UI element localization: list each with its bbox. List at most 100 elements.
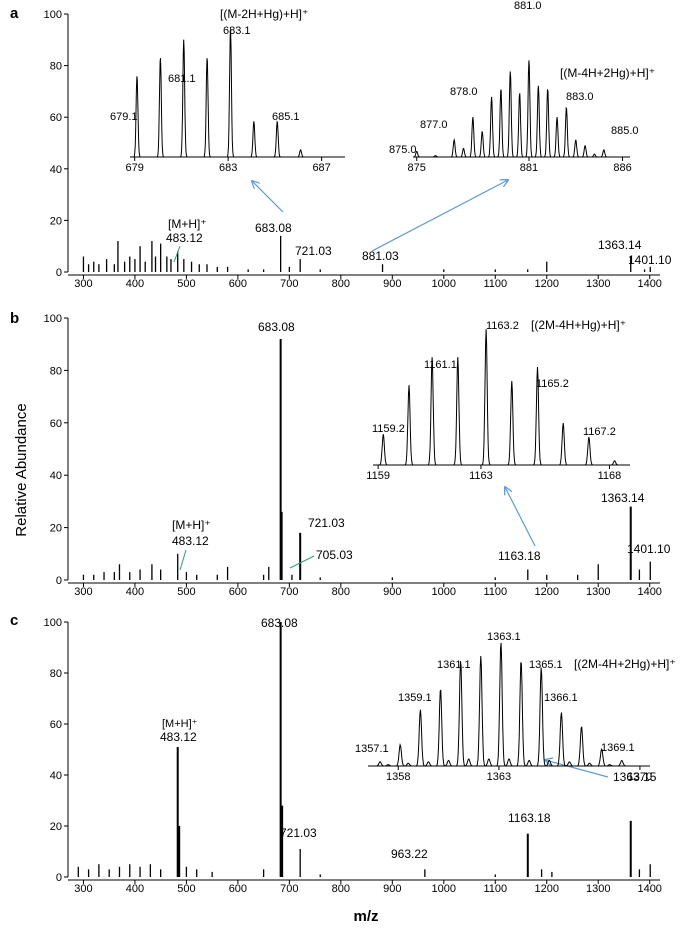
panel-b-ytick-label: 20 bbox=[50, 523, 62, 535]
inset-a2-label-883: 883.0 bbox=[566, 91, 594, 103]
inset-a1-label-679: 679.1 bbox=[110, 111, 138, 123]
panel-b: b 0 20 40 60 80 100 300 400 500 600 700 800 900 1000 1… bbox=[10, 310, 671, 598]
label-b-1163: 1163.18 bbox=[498, 549, 541, 563]
panel-a-ytick-label: 60 bbox=[50, 112, 62, 124]
inset-b-label-1163: 1163.2 bbox=[486, 320, 519, 332]
inset-a2-peaks-tick-label: 881 bbox=[520, 162, 538, 174]
inset-a2-peaks-tick-label: 886 bbox=[613, 162, 631, 174]
inset-c-peaks: 1358 1363 1370 bbox=[368, 642, 652, 783]
inset-b-label-1159: 1159.2 bbox=[372, 423, 405, 435]
panel-c-xtick-label: 1100 bbox=[483, 883, 507, 895]
panel-c-xtick-label: 300 bbox=[74, 883, 92, 895]
inset-a1-peaks-tick-label: 683 bbox=[219, 162, 237, 174]
panel-a-peaks bbox=[82, 235, 651, 272]
panel-c-inset: [(2M-4H+2Hg)+H]⁺ 1358 1363 1370 1357.1 135… bbox=[355, 631, 676, 783]
panel-c-xtick-label: 500 bbox=[177, 883, 195, 895]
panel-c-xtick-label: 700 bbox=[280, 883, 298, 895]
inset-c-label-1357: 1357.1 bbox=[355, 743, 389, 755]
panel-b-xtick-label: 500 bbox=[177, 586, 195, 598]
panel-a-xtick-label: 1100 bbox=[483, 278, 507, 290]
panel-c-xtick-label: 400 bbox=[126, 883, 144, 895]
panel-a-xtick-label: 1300 bbox=[586, 278, 610, 290]
inset-a1-label-685: 685.1 bbox=[272, 111, 300, 123]
label-c-1363: 1363.15 bbox=[613, 770, 657, 784]
label-c-721: 721.03 bbox=[280, 826, 317, 840]
panel-b-xtick-label: 1000 bbox=[432, 586, 456, 598]
panel-a-ytick-label: 20 bbox=[50, 215, 62, 227]
panel-c-xtick-label: 1300 bbox=[586, 883, 610, 895]
panel-b-xtick-label: 1100 bbox=[483, 586, 507, 598]
panel-a-annotations: [M+H]⁺ 483.12 683.08 721.03 881.03 1363.… bbox=[166, 180, 672, 267]
panel-a-inset-2: [(M-4H+2Hg)+H]⁺ 875 881 886 875.0 877.0 87… bbox=[389, 0, 655, 174]
panel-b-xtick-label: 400 bbox=[126, 586, 144, 598]
panel-b-ytick-label: 60 bbox=[50, 418, 62, 430]
label-b-721: 721.03 bbox=[308, 516, 345, 530]
panel-b-ytick-label: 40 bbox=[50, 470, 62, 482]
label-a-1363: 1363.14 bbox=[598, 238, 642, 252]
panel-b-xtick-label: 800 bbox=[332, 586, 350, 598]
inset-a2-peaks-tick-label: 875 bbox=[408, 162, 426, 174]
panel-c-xtick-label: 1000 bbox=[432, 883, 456, 895]
inset-c-label-1366: 1366.1 bbox=[544, 692, 578, 704]
panel-b-ytick-label: 100 bbox=[44, 313, 62, 325]
y-axis-title: Relative Abundance bbox=[13, 403, 30, 536]
inset-a2-title: [(M-4H+2Hg)+H]⁺ bbox=[560, 66, 655, 80]
inset-b-peaks-tick-label: 1159 bbox=[366, 470, 390, 482]
panel-a-xtick-label: 300 bbox=[74, 278, 92, 290]
panel-a-xtick-label: 1400 bbox=[637, 278, 661, 290]
inset-c-peaks-tick-label: 1358 bbox=[386, 771, 410, 783]
label-c-1163: 1163.18 bbox=[508, 811, 551, 825]
panel-c-ytick-label: 40 bbox=[50, 770, 62, 782]
inset-a1-label-683: 683.1 bbox=[223, 25, 251, 37]
arrow-a-881-to-inset bbox=[371, 180, 508, 252]
label-b-705: 705.03 bbox=[316, 548, 353, 562]
inset-b-label-1165: 1165.2 bbox=[536, 378, 569, 390]
panel-a-ytick-label: 100 bbox=[44, 9, 62, 21]
panel-c-xtick-label: 1200 bbox=[535, 883, 559, 895]
inset-a2-label-881: 881.0 bbox=[514, 0, 542, 12]
panel-a-xtick-label: 700 bbox=[280, 278, 298, 290]
panel-c-ytick-label: 100 bbox=[44, 617, 62, 629]
panel-a-ytick-label: 40 bbox=[50, 164, 62, 176]
leader-a-483 bbox=[173, 245, 181, 263]
label-a-MH-ion: [M+H]⁺ bbox=[168, 217, 207, 231]
inset-c-title: [(2M-4H+2Hg)+H]⁺ bbox=[574, 657, 676, 671]
inset-c-peaks-tick-label: 1370 bbox=[628, 771, 652, 783]
panel-a-main-axes: 0 20 40 60 80 100 300 400 500 600 700 800 900 1000 110… bbox=[44, 9, 662, 290]
panel-c-peaks bbox=[77, 622, 651, 877]
label-a-721: 721.03 bbox=[295, 244, 332, 258]
panel-c-ytick-label: 80 bbox=[50, 668, 62, 680]
panel-c-annotations: [M+H]⁺ 483.12 683.08 721.03 963.22 1163.… bbox=[160, 616, 657, 861]
label-b-1401: 1401.10 bbox=[627, 542, 671, 556]
inset-b-title: [(2M-4H+Hg)+H]⁺ bbox=[531, 318, 626, 332]
panel-b-xtick-label: 300 bbox=[74, 586, 92, 598]
inset-a2-peaks: 875 881 886 bbox=[408, 60, 632, 174]
panel-a-ytick-label: 0 bbox=[56, 267, 62, 279]
label-c-683: 683.08 bbox=[261, 616, 298, 630]
panel-b-annotations: 683.08 721.03 705.03 [M+H]⁺ 483.12 1163.… bbox=[172, 320, 671, 571]
panel-c-main-axes: 0 20 40 60 80 100 300 400 500 600 700 800 900 1000 110… bbox=[44, 617, 662, 895]
panel-a-ytick-label: 80 bbox=[50, 61, 62, 73]
leader-b-483 bbox=[179, 549, 187, 571]
inset-a1-peaks: 679 683 687 bbox=[125, 29, 345, 174]
label-a-483: 483.12 bbox=[166, 231, 203, 245]
label-c-MH-ion: [M+H]⁺ bbox=[162, 718, 198, 730]
panel-b-xtick-label: 1300 bbox=[586, 586, 610, 598]
inset-a1-peaks-tick-label: 679 bbox=[125, 162, 143, 174]
inset-a2-label-875: 875.0 bbox=[389, 144, 417, 156]
panel-b-ytick-label: 80 bbox=[50, 365, 62, 377]
label-a-1401: 1401.10 bbox=[628, 253, 672, 267]
panel-a: a 0 20 40 60 80 100 300 400 500 600 700 800 900 1000 1… bbox=[10, 0, 672, 290]
panel-a-xtick-label: 400 bbox=[126, 278, 144, 290]
x-axis-title: m/z bbox=[353, 908, 378, 925]
inset-a2-label-878: 878.0 bbox=[450, 86, 478, 98]
panel-b-ytick-label: 0 bbox=[56, 575, 62, 587]
label-c-483: 483.12 bbox=[160, 730, 197, 744]
inset-b-peaks-tick-label: 1163 bbox=[469, 470, 493, 482]
panel-a-xtick-label: 1000 bbox=[432, 278, 456, 290]
label-c-963: 963.22 bbox=[391, 847, 428, 861]
panel-b-main-axes: 0 20 40 60 80 100 300 400 500 600 700 800 900 1000 110… bbox=[44, 313, 662, 598]
arrow-b-1163-to-inset bbox=[505, 487, 536, 547]
panel-c-xtick-label: 800 bbox=[332, 883, 350, 895]
arrow-a-683-to-inset bbox=[252, 181, 284, 213]
